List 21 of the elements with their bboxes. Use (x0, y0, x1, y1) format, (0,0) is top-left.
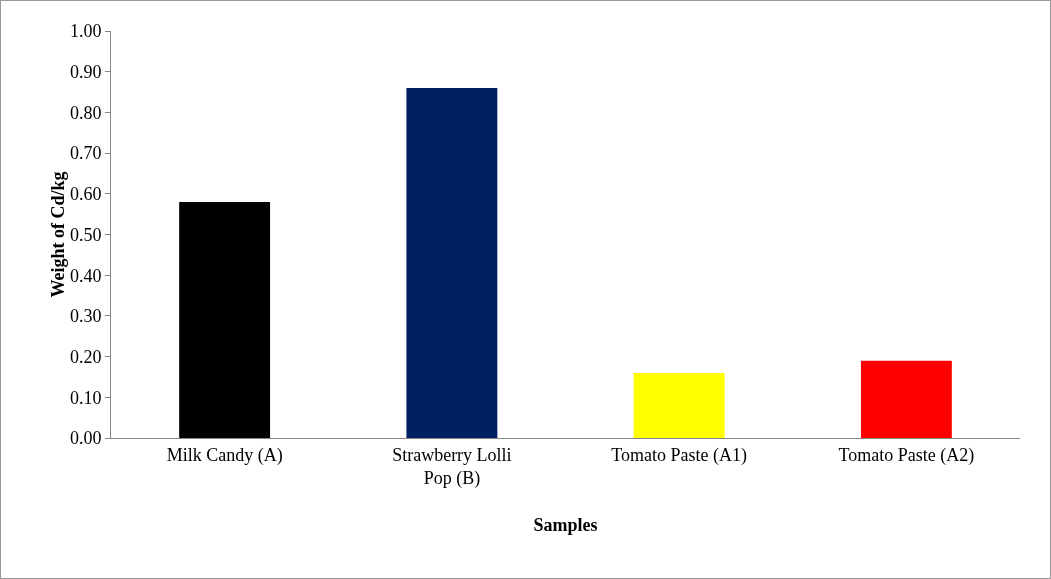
y-tick-label: 0.00 (69, 428, 102, 449)
x-tick-label: Tomato Paste (A1) (611, 444, 747, 466)
y-tick-label: 0.40 (69, 265, 102, 286)
x-tick-label: Strawberry Lolli Pop (B) (392, 444, 512, 489)
y-tick-label: 0.70 (69, 143, 102, 164)
y-tick-label: 0.20 (69, 346, 102, 367)
y-tick-label: 0.50 (69, 224, 102, 245)
bar (179, 201, 271, 438)
y-tick-label: 0.80 (69, 102, 102, 123)
x-axis-title: Samples (533, 515, 598, 536)
y-tick-label: 0.60 (69, 184, 102, 205)
y-axis-title: Weight of Cd/kg (47, 171, 68, 298)
bar (406, 87, 498, 438)
x-tick-label: Milk Candy (A) (166, 444, 283, 466)
x-tick-label: Tomato Paste (A2) (838, 444, 975, 466)
y-tick-label: 0.30 (69, 306, 102, 327)
bar (860, 360, 952, 438)
y-tick-label: 0.10 (69, 387, 102, 408)
bar (633, 372, 725, 438)
y-tick-label: 0.90 (69, 62, 102, 82)
y-tick-label: 1.00 (69, 21, 102, 42)
